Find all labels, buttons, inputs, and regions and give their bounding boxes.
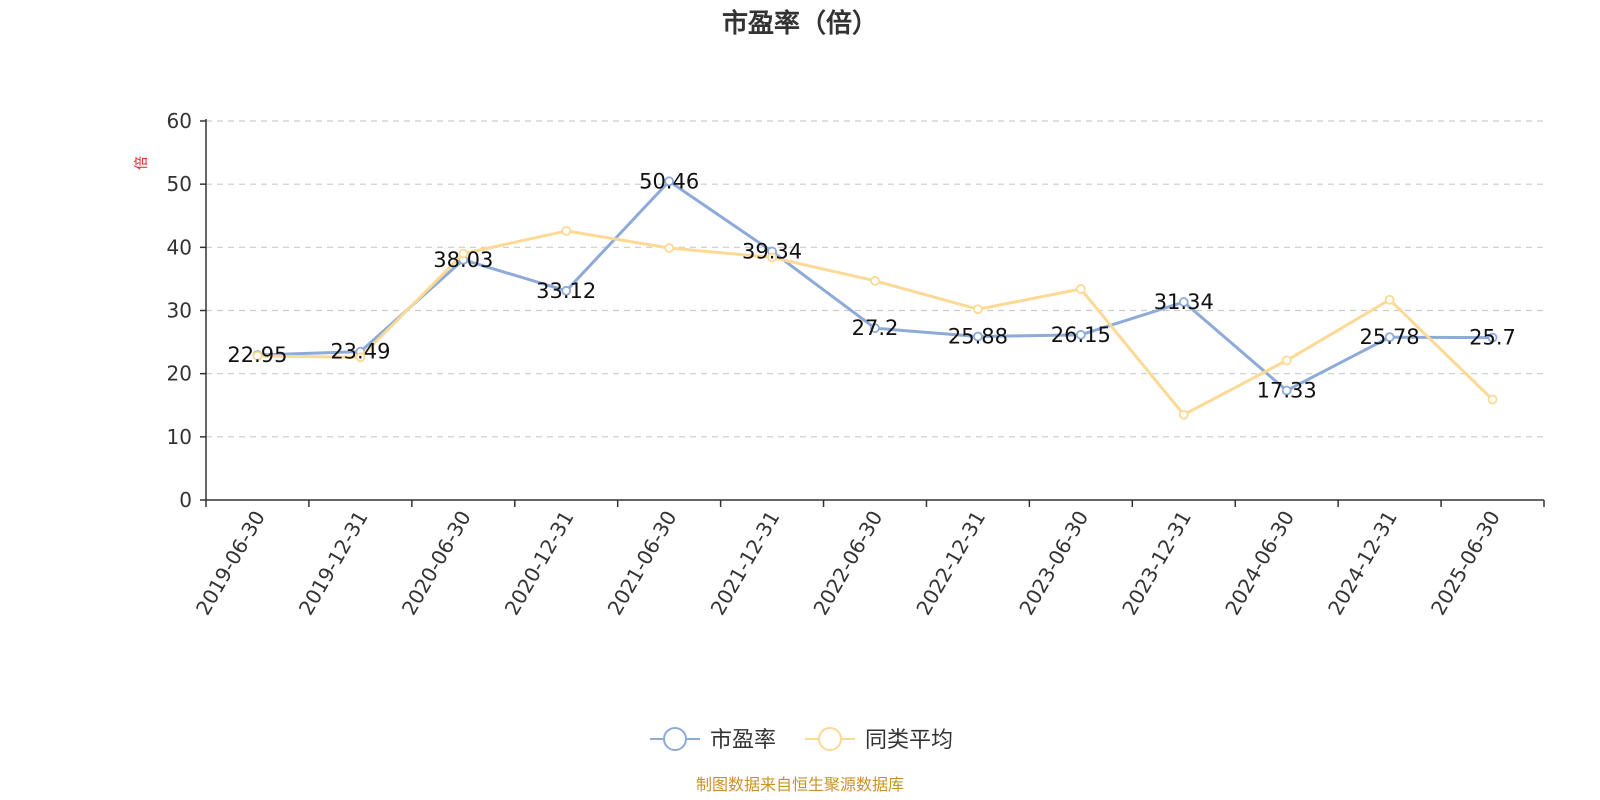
x-tick-labels: 2019-06-30 2019-12-31 2020-06-30 2020-12-31… — [191, 507, 1505, 620]
data-label: 33.12 — [536, 279, 596, 303]
data-point — [1178, 409, 1189, 420]
data-label: 25.78 — [1360, 325, 1420, 349]
data-point — [973, 331, 983, 342]
x-tick-label: 2023-06-30 — [1014, 507, 1093, 620]
data-point — [1281, 385, 1292, 396]
data-point — [1487, 332, 1498, 343]
y-axis-unit: 倍 — [134, 156, 150, 170]
y-tick-label: 20 — [167, 362, 192, 386]
x-tick-label: 2021-12-31 — [706, 507, 785, 620]
x-tick-label: 2022-12-31 — [911, 507, 990, 620]
data-point — [870, 275, 880, 286]
series-line-1 — [257, 179, 1493, 393]
legend-label-1: 市盈率 — [710, 728, 776, 753]
data-label: 25.88 — [948, 325, 1008, 349]
data-point — [664, 243, 675, 253]
data-point — [664, 176, 675, 187]
data-labels: 22.95 23.49 38.03 33.12 50.46 39.34 27.2 25.88 2… — [227, 169, 1516, 402]
data-label: 17.33 — [1257, 379, 1317, 403]
y-tick-label: 30 — [167, 299, 192, 323]
data-point — [973, 304, 983, 315]
data-point — [355, 352, 366, 363]
x-tick-label: 2022-06-30 — [808, 507, 887, 620]
data-point — [458, 248, 469, 259]
data-point — [1487, 394, 1498, 405]
data-point — [1281, 355, 1292, 366]
legend-label-2: 同类平均 — [865, 728, 953, 753]
data-label: 26.15 — [1051, 323, 1111, 347]
data-label: 50.46 — [639, 169, 699, 193]
data-point — [561, 285, 572, 296]
data-point — [1075, 284, 1086, 294]
x-tick-label: 2025-06-30 — [1426, 507, 1505, 620]
y-tick-label: 10 — [167, 425, 192, 449]
data-label: 22.95 — [227, 343, 287, 367]
x-tick-label: 2020-12-31 — [500, 507, 579, 620]
x-tick-label: 2023-12-31 — [1117, 507, 1196, 620]
data-label: 25.7 — [1469, 326, 1516, 350]
legend-marker-1 — [663, 727, 687, 751]
x-tick-label: 2019-06-30 — [191, 507, 270, 620]
legend: 市盈率 同类平均 — [650, 727, 953, 753]
data-point — [252, 351, 263, 361]
data-point — [767, 252, 777, 263]
data-point — [1178, 297, 1189, 307]
data-label: 27.2 — [852, 316, 899, 340]
y-tick-labels: 0 10 20 30 40 50 60 — [167, 109, 192, 512]
data-label: 23.49 — [330, 340, 390, 364]
x-tick-label: 2020-06-30 — [397, 507, 476, 620]
data-point — [561, 226, 572, 236]
data-point — [870, 323, 880, 334]
data-source-note: 制图数据来自恒生聚源数据库 — [696, 775, 904, 794]
y-tick-label: 50 — [167, 172, 192, 196]
data-label: 39.34 — [742, 240, 802, 264]
y-tick-label: 40 — [167, 235, 192, 259]
x-tick-label: 2024-06-30 — [1220, 507, 1299, 620]
chart-title: 市盈率（倍） — [722, 8, 878, 39]
data-point — [1075, 329, 1086, 340]
x-tick-label: 2024-12-31 — [1323, 507, 1402, 620]
data-label: 38.03 — [433, 248, 493, 272]
axes — [200, 119, 1545, 507]
data-point — [1384, 294, 1395, 305]
x-tick-label: 2021-06-30 — [603, 507, 682, 620]
data-point — [1384, 332, 1395, 343]
data-label: 31.34 — [1154, 290, 1214, 314]
legend-marker-2 — [818, 727, 842, 751]
x-tick-label: 2019-12-31 — [294, 507, 373, 620]
y-tick-label: 0 — [179, 488, 192, 512]
y-tick-label: 60 — [167, 109, 192, 133]
series-group — [252, 176, 1498, 420]
